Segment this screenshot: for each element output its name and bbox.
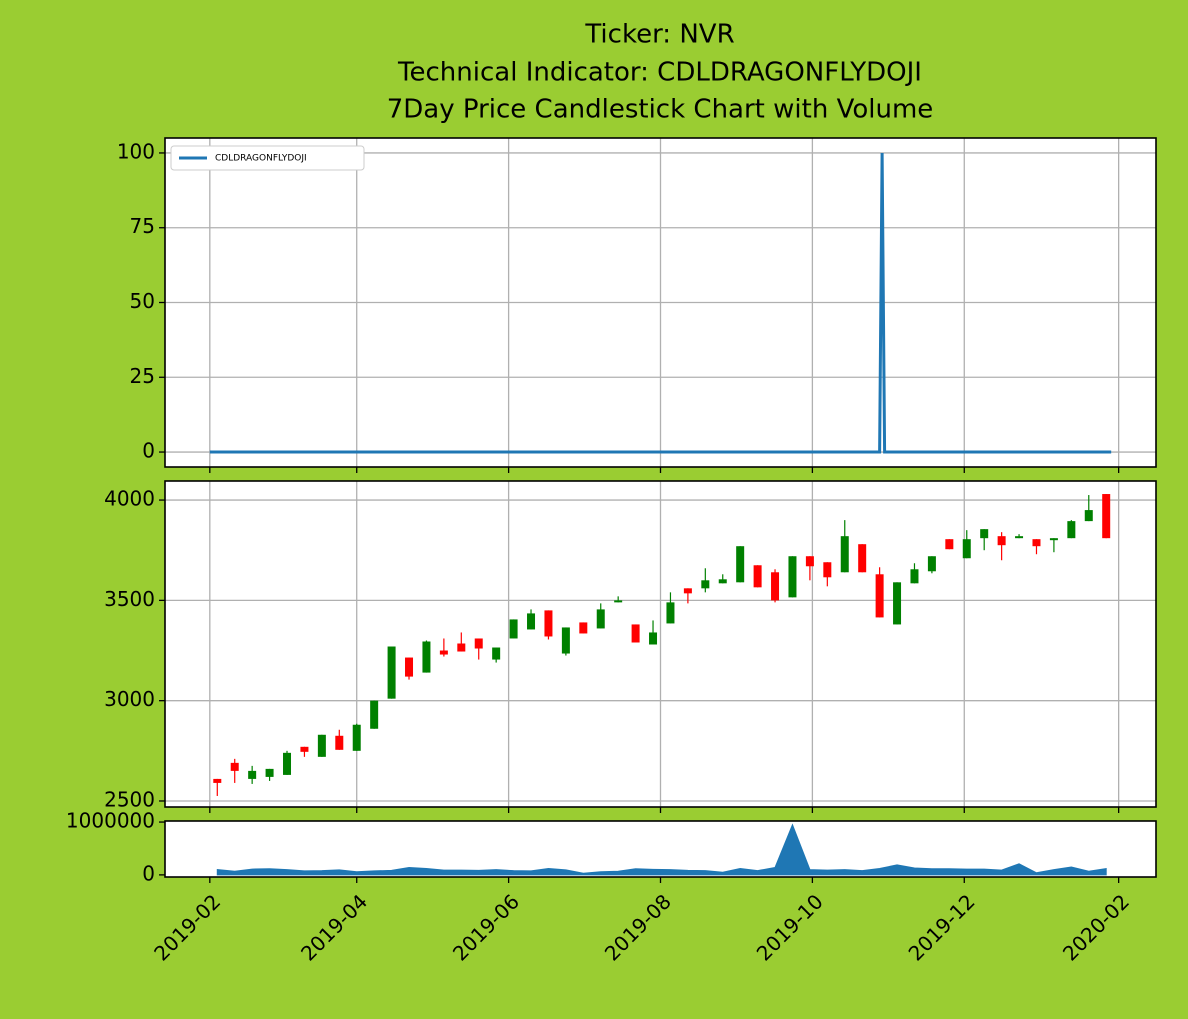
candle-body (666, 602, 675, 624)
candle-body (910, 569, 919, 584)
y-tick-label: 4000 (104, 487, 155, 511)
y-tick-label: 1000000 (66, 809, 155, 833)
plot-frame (164, 480, 1157, 808)
candle-body (474, 638, 483, 649)
y-tick-label: 2500 (104, 787, 155, 811)
chart-title: Technical Indicator: CDLDRAGONFLYDOJI (397, 58, 922, 88)
candle-body (561, 627, 570, 654)
y-tick-label: 25 (130, 364, 155, 388)
candle-body (265, 768, 274, 777)
candle-body (248, 770, 257, 779)
y-tick-label: 0 (142, 439, 155, 463)
candle-body (927, 556, 936, 572)
candle-body (788, 556, 797, 598)
x-tick-label: 2019-10 (752, 889, 828, 965)
candle-body (962, 539, 971, 559)
chart-title: 7Day Price Candlestick Chart with Volume (387, 95, 934, 125)
candle-body (596, 609, 605, 629)
candle-body (1049, 538, 1058, 541)
x-tick-label: 2019-12 (904, 889, 980, 965)
candle-body (945, 539, 954, 550)
y-tick-label: 75 (130, 214, 155, 238)
candle-body (1032, 539, 1041, 547)
plot-frame (164, 820, 1157, 878)
candle-body (875, 574, 884, 618)
candle-body (422, 641, 431, 673)
plot-frame (164, 137, 1157, 468)
candle-body (614, 600, 623, 603)
candle-body (1015, 536, 1024, 539)
candle-body (649, 632, 658, 645)
candle-body (683, 588, 692, 594)
candle-body (893, 582, 902, 625)
candle-body (387, 646, 396, 699)
candle-body (335, 735, 344, 750)
x-tick-label: 2019-08 (600, 889, 676, 965)
x-tick-label: 2019-06 (448, 889, 524, 965)
plot-area (165, 821, 1156, 877)
candle-body (771, 572, 780, 601)
volume-area (216, 823, 1107, 876)
y-tick-label: 0 (142, 861, 155, 885)
legend-box (170, 145, 365, 171)
candle-body (405, 657, 414, 677)
candle-body (492, 647, 501, 660)
candle-body (300, 746, 309, 752)
candle-body (544, 610, 553, 637)
candle-body (317, 734, 326, 757)
x-tick-label: 2020-02 (1058, 889, 1134, 965)
candle-body (370, 700, 379, 729)
candle-body (1067, 521, 1076, 539)
candle-body (230, 762, 239, 771)
y-tick-label: 3500 (104, 587, 155, 611)
candle-body (631, 624, 640, 643)
candle-body (736, 546, 745, 583)
x-tick-label: 2019-04 (296, 889, 372, 965)
y-tick-label: 50 (130, 289, 155, 313)
candle-body (509, 619, 518, 639)
candle-body (805, 556, 814, 567)
chart-title: Ticker: NVR (584, 20, 734, 50)
candle-body (823, 562, 832, 578)
x-tick-label: 2019-02 (149, 889, 225, 965)
candle-body (579, 622, 588, 634)
candle-body (753, 565, 762, 588)
y-tick-label: 100 (117, 139, 155, 163)
candle-body (283, 752, 292, 775)
candle-body (1084, 510, 1093, 522)
candle-body (718, 579, 727, 584)
indicator-line (209, 152, 1112, 454)
candle-body (980, 529, 989, 539)
candle-body (701, 580, 710, 589)
candle-body (858, 544, 867, 573)
candle-body (1102, 494, 1111, 539)
candle-body (457, 643, 466, 652)
y-tick-label: 3000 (104, 687, 155, 711)
candle-body (213, 778, 222, 783)
candle-body (439, 650, 448, 655)
legend-text: CDLDRAGONFLYDOJI (215, 154, 307, 164)
candle-body (997, 536, 1006, 546)
candle-body (352, 724, 361, 751)
candle-body (840, 536, 849, 573)
candle-body (527, 613, 536, 630)
